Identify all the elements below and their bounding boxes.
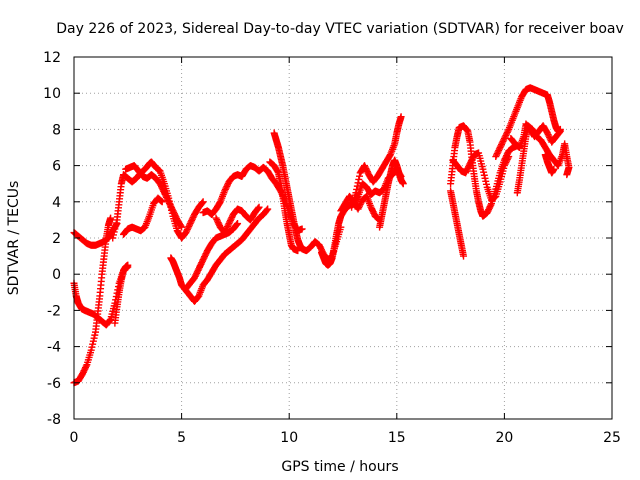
x-tick-label: 15 bbox=[388, 430, 406, 446]
axis-ticks bbox=[73, 56, 613, 420]
y-tick-label: 10 bbox=[43, 86, 61, 102]
data-point bbox=[234, 220, 242, 228]
data-point bbox=[353, 182, 361, 190]
data-point bbox=[298, 225, 306, 233]
y-tick-label: -2 bbox=[47, 303, 61, 319]
y-tick-label: 0 bbox=[52, 267, 61, 283]
data-point bbox=[254, 204, 262, 212]
data-point bbox=[124, 261, 132, 269]
series-sat-16 bbox=[348, 113, 405, 211]
y-tick-label: -8 bbox=[47, 412, 61, 428]
data-point bbox=[198, 199, 206, 207]
series-sat-17 bbox=[376, 156, 407, 231]
data-point bbox=[178, 223, 186, 231]
data-point bbox=[550, 165, 558, 173]
x-tick-label: 10 bbox=[280, 430, 298, 446]
data-points bbox=[70, 84, 573, 387]
y-tick-label: 2 bbox=[52, 231, 61, 247]
x-tick-label: 0 bbox=[70, 430, 79, 446]
x-tick-label: 20 bbox=[495, 430, 513, 446]
series-sat-11 bbox=[212, 203, 263, 237]
data-point bbox=[355, 172, 363, 180]
data-point bbox=[354, 179, 362, 187]
data-point bbox=[399, 180, 407, 188]
data-point bbox=[264, 205, 272, 213]
data-point bbox=[556, 128, 564, 136]
data-point bbox=[504, 127, 512, 135]
data-point bbox=[355, 175, 363, 183]
data-point bbox=[82, 362, 90, 370]
y-tick-label: -6 bbox=[47, 376, 61, 392]
chart-title: Day 226 of 2023, Sidereal Day-to-day VTE… bbox=[56, 21, 624, 37]
data-point bbox=[563, 171, 571, 179]
data-point bbox=[294, 247, 302, 255]
data-point bbox=[352, 189, 360, 197]
series-sat-20 bbox=[447, 187, 468, 260]
data-point bbox=[487, 201, 495, 209]
y-axis-label: SDTVAR / TECUs bbox=[6, 181, 22, 296]
series-sat-07 bbox=[111, 261, 132, 327]
y-tick-labels: -8 -6 -4 -2 0 2 4 6 8 10 12 bbox=[43, 50, 61, 428]
series-sat-23 bbox=[513, 122, 573, 197]
series-sat-05 bbox=[122, 162, 186, 231]
x-tick-label: 5 bbox=[177, 430, 186, 446]
y-tick-label: 6 bbox=[52, 159, 61, 175]
data-point bbox=[397, 113, 405, 121]
y-tick-label: 8 bbox=[52, 122, 61, 138]
data-point bbox=[199, 198, 207, 206]
data-point bbox=[505, 153, 513, 161]
data-point bbox=[504, 154, 512, 162]
series-sat-24 bbox=[541, 151, 558, 177]
data-point bbox=[233, 220, 241, 228]
y-tick-label: 4 bbox=[52, 195, 61, 211]
series-sat-21 bbox=[492, 84, 564, 161]
data-point bbox=[460, 252, 468, 260]
x-axis-label: GPS time / hours bbox=[281, 459, 398, 475]
data-point bbox=[177, 222, 185, 230]
data-point bbox=[107, 214, 115, 222]
data-point bbox=[353, 185, 361, 193]
series-sat-03 bbox=[70, 214, 115, 387]
x-tick-labels: 0 5 10 15 20 25 bbox=[70, 430, 621, 446]
data-point bbox=[158, 198, 166, 206]
series-sat-13 bbox=[266, 158, 302, 255]
y-tick-label: -4 bbox=[47, 340, 61, 356]
x-tick-label: 25 bbox=[603, 430, 621, 446]
data-point bbox=[556, 127, 564, 135]
series-sat-19 bbox=[449, 149, 513, 204]
y-tick-label: 12 bbox=[43, 50, 61, 66]
series-sat-06 bbox=[119, 194, 166, 238]
data-point bbox=[255, 203, 263, 211]
data-point bbox=[263, 206, 271, 214]
series-sat-09 bbox=[182, 220, 242, 293]
